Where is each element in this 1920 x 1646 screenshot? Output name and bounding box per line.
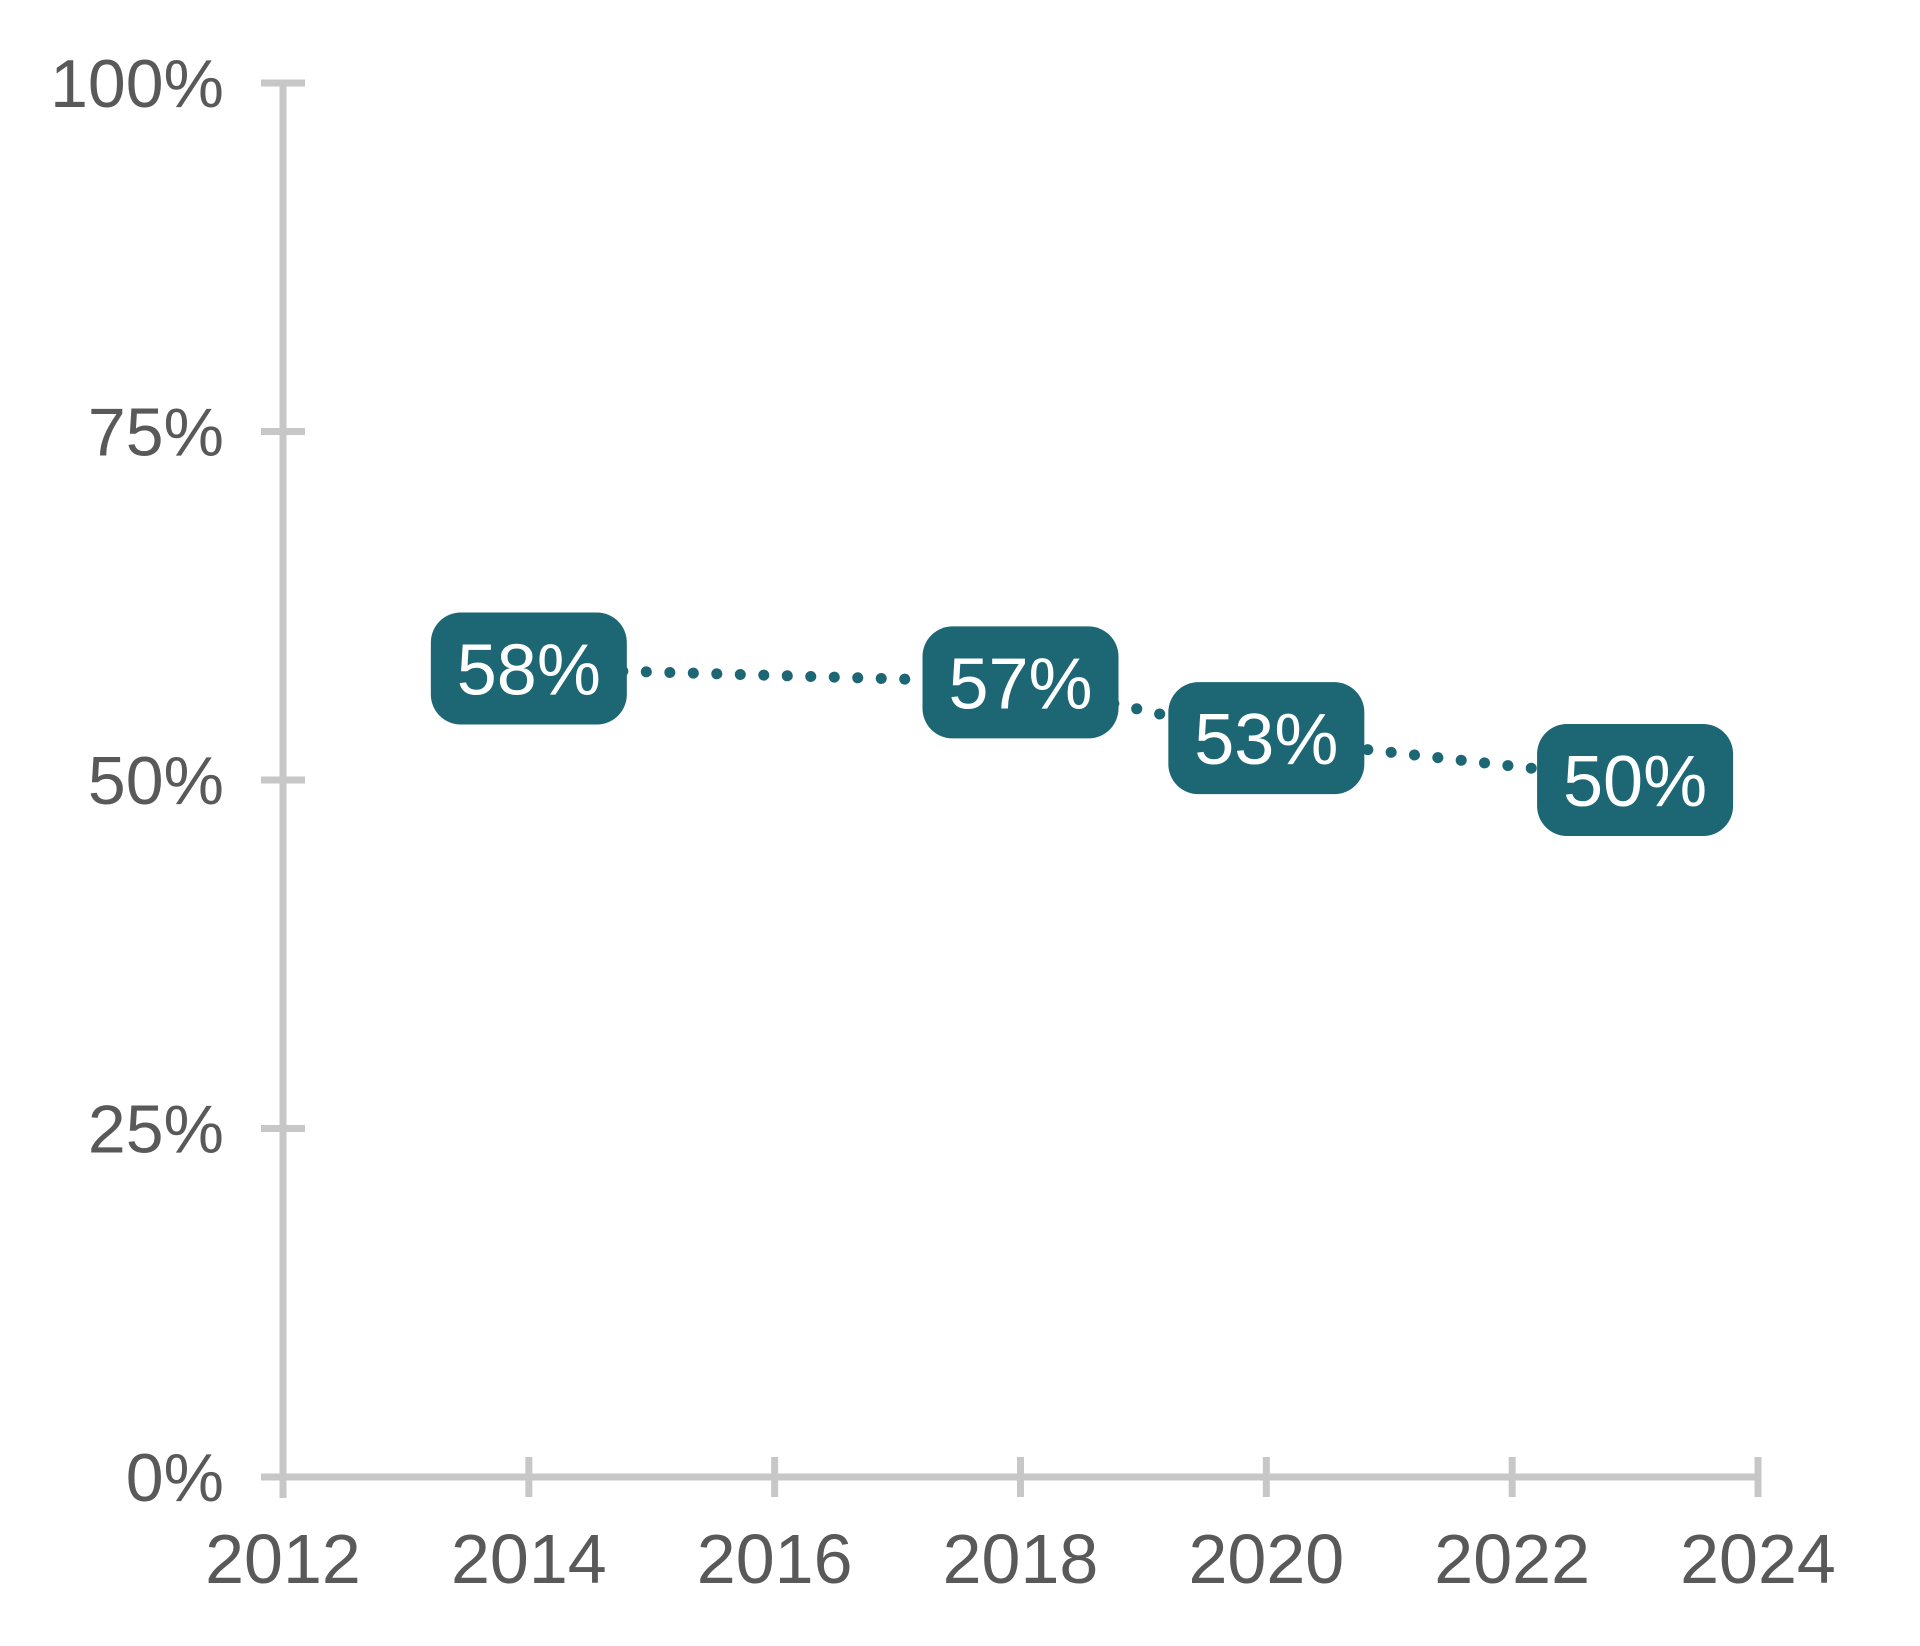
data-point-label-box bbox=[1168, 682, 1365, 795]
x-axis-tick-label: 2016 bbox=[697, 1520, 853, 1598]
data-point-label: 50% bbox=[1537, 724, 1734, 836]
data-point-label: 58% bbox=[430, 612, 627, 725]
data-point-label-text: 57% bbox=[948, 644, 1092, 724]
data-point-label-box bbox=[430, 612, 627, 725]
x-axis-tick-label: 2022 bbox=[1434, 1520, 1590, 1598]
y-axis-tick-label: 100% bbox=[50, 46, 224, 122]
x-axis-tick-label: 2012 bbox=[205, 1520, 361, 1598]
data-point-label-box bbox=[922, 626, 1119, 739]
data-point-label-text: 58% bbox=[457, 630, 601, 710]
y-axis-tick-label: 75% bbox=[88, 395, 224, 471]
y-axis-tick-label: 25% bbox=[88, 1092, 224, 1168]
data-point-label-text: 50% bbox=[1563, 742, 1707, 822]
x-axis-tick-label: 2020 bbox=[1188, 1520, 1344, 1598]
x-axis-tick-label: 2014 bbox=[451, 1520, 607, 1598]
data-point-label-text: 53% bbox=[1194, 700, 1338, 780]
data-point-label: 53% bbox=[1168, 682, 1365, 795]
y-axis-tick-label: 0% bbox=[126, 1440, 224, 1516]
y-axis-tick-label: 50% bbox=[88, 743, 224, 819]
x-axis-tick-label: 2018 bbox=[943, 1520, 1099, 1598]
data-point-label: 57% bbox=[922, 626, 1119, 739]
data-point-label-box bbox=[1537, 724, 1734, 836]
x-axis-tick-label: 2024 bbox=[1680, 1520, 1836, 1598]
